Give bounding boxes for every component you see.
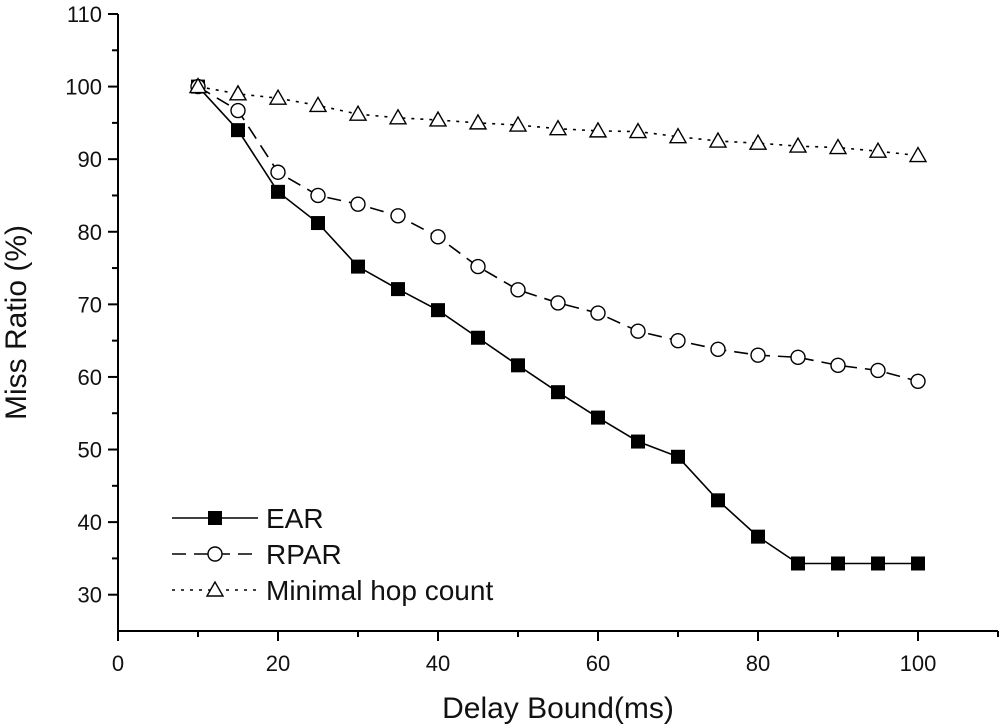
y-tick-label: 40 <box>78 510 102 535</box>
data-point-minimal-hop-count <box>828 138 848 155</box>
y-tick-label: 110 <box>67 2 102 27</box>
data-point-ear <box>351 259 365 274</box>
x-tick-label: 0 <box>112 651 124 676</box>
data-point-rpar <box>750 347 766 363</box>
data-point-ear <box>391 282 405 297</box>
data-point-ear <box>751 529 765 544</box>
legend: EAR RPAR Minimal hop count <box>172 503 493 606</box>
data-point-rpar <box>470 258 486 275</box>
data-point-rpar <box>670 332 686 349</box>
data-point-ear <box>671 449 685 464</box>
data-point-minimal-hop-count <box>788 136 808 153</box>
data-point-ear <box>911 556 925 571</box>
data-point-rpar <box>790 349 806 366</box>
legend-label-minimal-hop-count: Minimal hop count <box>266 575 493 606</box>
legend-label-rpar: RPAR <box>266 539 342 570</box>
y-axis-title: Miss Ratio (%) <box>0 225 33 420</box>
y-tick-label: 90 <box>78 147 102 172</box>
data-point-minimal-hop-count <box>388 108 408 125</box>
y-tick-label: 30 <box>78 583 102 608</box>
data-point-rpar <box>710 341 726 358</box>
data-point-rpar <box>830 357 846 374</box>
y-tick-label: 60 <box>78 365 102 390</box>
data-point-minimal-hop-count <box>228 84 248 101</box>
data-point-rpar <box>390 208 406 224</box>
x-tick-label: 20 <box>266 651 290 676</box>
data-point-minimal-hop-count <box>548 119 568 136</box>
y-tick-label: 80 <box>78 220 102 245</box>
legend-marker-minimal-hop-count <box>205 580 225 597</box>
data-point-ear <box>791 556 805 571</box>
data-point-minimal-hop-count <box>588 121 608 138</box>
series-minimal-hop-count <box>188 77 928 163</box>
data-point-ear <box>311 216 325 231</box>
series-line-ear <box>197 86 918 565</box>
data-point-ear <box>471 330 485 345</box>
x-axis-title: Delay Bound(ms) <box>442 692 674 725</box>
legend-item-minimal-hop-count: Minimal hop count <box>172 575 493 606</box>
series-ear <box>191 79 925 571</box>
data-point-rpar <box>270 164 286 180</box>
x-tick-label: 80 <box>746 651 770 676</box>
data-point-rpar <box>870 362 886 379</box>
legend-marker-rpar <box>207 546 223 562</box>
y-tick-label: 100 <box>65 75 102 100</box>
legend-item-rpar: RPAR <box>172 539 342 570</box>
x-tick-label: 100 <box>900 651 937 676</box>
data-point-ear <box>551 385 565 400</box>
data-point-minimal-hop-count <box>908 146 928 163</box>
data-point-ear <box>431 303 445 318</box>
data-point-minimal-hop-count <box>268 88 288 105</box>
x-tick-label: 60 <box>586 651 610 676</box>
y-tick-label: 70 <box>78 292 102 317</box>
data-point-minimal-hop-count <box>348 104 368 121</box>
data-point-rpar <box>590 305 606 321</box>
data-point-rpar <box>350 196 366 212</box>
data-point-ear <box>831 556 845 571</box>
data-point-rpar <box>230 102 246 119</box>
axes: 0 20 40 60 80 100 30 40 50 60 70 80 90 100 110 <box>65 2 999 676</box>
x-tick-label: 40 <box>426 651 450 676</box>
legend-label-ear: EAR <box>266 503 324 534</box>
series-layer <box>188 77 928 571</box>
data-point-minimal-hop-count <box>708 131 728 148</box>
data-point-minimal-hop-count <box>748 133 768 150</box>
data-point-minimal-hop-count <box>468 113 488 130</box>
data-point-ear <box>631 434 645 449</box>
series-rpar <box>190 78 926 389</box>
data-point-minimal-hop-count <box>628 122 648 139</box>
data-point-ear <box>591 410 605 425</box>
data-point-minimal-hop-count <box>668 127 688 144</box>
data-point-rpar <box>510 282 526 298</box>
legend-marker-ear <box>208 511 222 525</box>
data-point-minimal-hop-count <box>508 115 528 132</box>
data-point-rpar <box>630 323 646 339</box>
data-point-ear <box>871 556 885 571</box>
data-point-rpar <box>310 187 326 204</box>
data-point-rpar <box>550 295 566 311</box>
data-point-ear <box>711 493 725 508</box>
data-point-minimal-hop-count <box>428 110 448 127</box>
data-point-ear <box>511 358 525 373</box>
data-point-minimal-hop-count <box>868 141 888 158</box>
legend-item-ear: EAR <box>172 503 324 534</box>
data-point-rpar <box>910 373 926 389</box>
data-point-ear <box>271 184 285 199</box>
data-point-rpar <box>430 229 446 245</box>
data-point-minimal-hop-count <box>308 96 328 113</box>
data-point-ear <box>231 123 245 138</box>
y-tick-label: 50 <box>78 438 102 463</box>
data-point-minimal-hop-count <box>188 77 208 94</box>
